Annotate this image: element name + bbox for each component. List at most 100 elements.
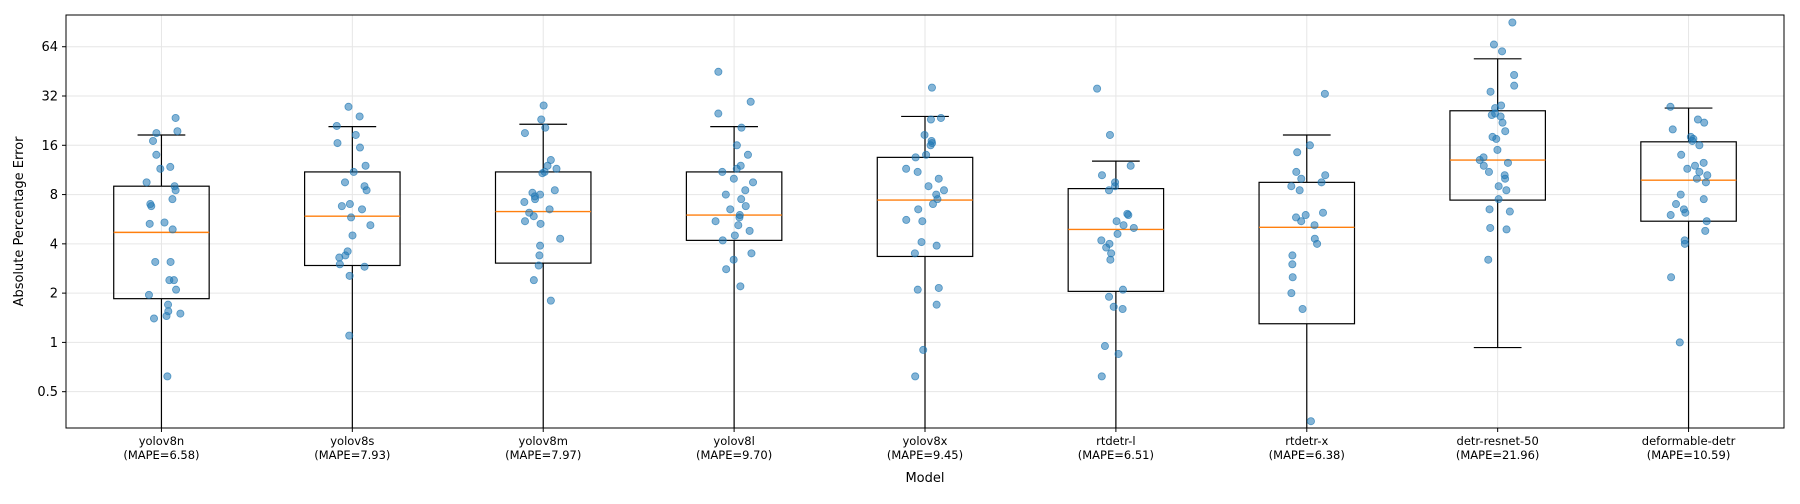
iqr-box (685, 171, 783, 241)
y-tick-label: 16 (41, 139, 58, 154)
data-point (1118, 285, 1127, 294)
data-point (924, 182, 933, 191)
data-point (729, 174, 738, 183)
data-point (1676, 190, 1685, 199)
data-point (1666, 211, 1675, 220)
data-point (1494, 195, 1503, 204)
data-point (1293, 148, 1302, 157)
x-axis-label: Model (905, 471, 944, 486)
data-point (345, 331, 354, 340)
data-point (1679, 205, 1688, 214)
data-point (1494, 182, 1503, 191)
data-point (347, 213, 356, 222)
data-point (1119, 221, 1128, 230)
data-point (172, 285, 181, 294)
data-point (718, 236, 727, 245)
x-tick-label-mape: (MAPE=10.59) (1647, 448, 1731, 462)
data-point (920, 130, 929, 139)
data-point (149, 136, 158, 145)
x-tick-label-mape: (MAPE=7.97) (505, 448, 581, 462)
data-point (537, 115, 546, 124)
data-point (171, 113, 180, 122)
data-point (918, 217, 927, 226)
data-point (1484, 255, 1493, 264)
data-point (734, 221, 743, 230)
data-point (1288, 251, 1297, 260)
data-point (164, 307, 173, 316)
data-point (1113, 229, 1122, 238)
data-point (156, 164, 165, 173)
data-point (1508, 18, 1517, 27)
data-point (366, 221, 375, 230)
data-point (520, 129, 529, 138)
data-point (1486, 87, 1495, 96)
data-point (529, 276, 538, 285)
data-point (160, 218, 169, 227)
data-point (718, 167, 727, 176)
data-point (1093, 84, 1102, 93)
data-point (1695, 141, 1704, 150)
data-point (1318, 208, 1327, 217)
data-point (1105, 186, 1114, 195)
data-point (1100, 342, 1109, 351)
x-tick-label-model: detr-resnet-50 (1457, 434, 1539, 448)
data-point (917, 238, 926, 247)
data-point (1310, 221, 1319, 230)
data-point (550, 186, 559, 195)
data-point (335, 260, 344, 269)
data-point (1310, 234, 1319, 243)
data-point (152, 150, 161, 159)
x-tick-label-model: yolov8x (902, 434, 947, 448)
data-point (358, 205, 367, 214)
data-point (534, 261, 543, 270)
data-point (1701, 226, 1710, 235)
data-point (1691, 161, 1700, 170)
data-point (169, 276, 178, 285)
data-point (922, 150, 931, 159)
data-point (1298, 304, 1307, 313)
data-point (746, 97, 755, 106)
data-point (144, 290, 153, 299)
data-point (552, 164, 561, 173)
data-point (1105, 239, 1114, 248)
iqr-box (1258, 181, 1356, 325)
data-point (737, 195, 746, 204)
data-point (1683, 164, 1692, 173)
data-point (528, 188, 537, 197)
data-point (737, 123, 746, 132)
data-point (149, 314, 158, 323)
data-point (360, 262, 369, 271)
data-point (1484, 167, 1493, 176)
data-point (355, 143, 364, 152)
data-point (1675, 338, 1684, 347)
data-point (163, 372, 172, 381)
data-point (1305, 141, 1314, 150)
data-point (173, 127, 182, 136)
data-point (1677, 150, 1686, 159)
data-point (934, 283, 943, 292)
data-point (536, 190, 545, 199)
data-point (1502, 186, 1511, 195)
data-point (936, 113, 945, 122)
data-point (166, 162, 175, 171)
x-tick-label-model: yolov8l (713, 434, 754, 448)
data-point (1097, 236, 1106, 245)
data-point (145, 219, 154, 228)
data-point (736, 282, 745, 291)
data-point (911, 153, 920, 162)
data-point (1479, 161, 1488, 170)
data-point (1498, 47, 1507, 56)
data-point (743, 150, 752, 159)
axis-layer: 0.51248163264yolov8n(MAPE=6.58)yolov8s(M… (37, 40, 1735, 462)
x-tick-label-model: yolov8m (519, 434, 568, 448)
data-point (525, 208, 534, 217)
data-point (146, 200, 155, 209)
data-point (536, 241, 545, 250)
data-point (919, 345, 928, 354)
x-tick-label-mape: (MAPE=6.51) (1078, 448, 1154, 462)
data-point (1112, 217, 1121, 226)
data-point (520, 198, 529, 207)
data-point (170, 182, 179, 191)
